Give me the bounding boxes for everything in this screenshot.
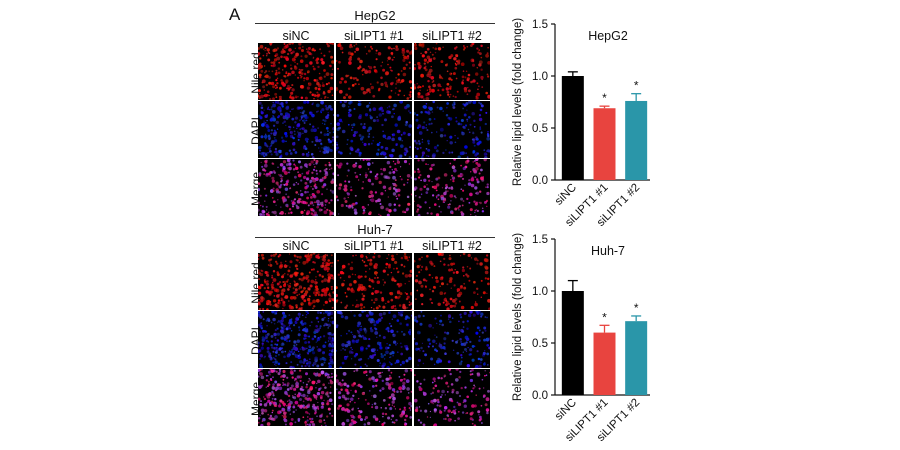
significance-marker: * <box>634 79 639 93</box>
significance-marker: * <box>634 301 639 315</box>
micrograph-merge-sinc <box>258 159 334 216</box>
y-tick-label: 1.5 <box>532 234 548 246</box>
micrograph-nile-red-sinc <box>258 43 334 100</box>
cell-line-title: Huh-7 <box>357 222 393 237</box>
condition-label-silipt1-2: siLIPT1 #2 <box>422 29 482 43</box>
panel-label: A <box>229 5 241 24</box>
condition-label-sinc: siNC <box>282 29 310 43</box>
group-underline <box>255 23 495 24</box>
x-tick-label: siNC <box>553 182 579 208</box>
y-tick-label: 1.0 <box>532 71 548 83</box>
bar-chart-huh7: 0.0 0.5 1.0 1.5 Relative lipid levels (fold … <box>512 233 650 444</box>
y-axis-label: Relative lipid levels (fold change) <box>512 18 524 186</box>
y-axis-label: Relative lipid levels (fold change) <box>512 233 524 401</box>
chart-title: Huh-7 <box>591 244 625 258</box>
bar-sinc <box>561 291 584 395</box>
micrograph-dapi-silipt1-1 <box>336 311 412 368</box>
y-tick-label: 1.0 <box>532 286 548 298</box>
micrograph-dapi-sinc <box>258 101 334 158</box>
micrograph-merge-silipt1-2 <box>414 369 490 426</box>
cell-line-title: HepG2 <box>354 8 396 23</box>
bar-silipt1-2 <box>625 100 648 180</box>
y-tick-label: 0.5 <box>532 123 548 135</box>
micrograph-merge-silipt1-2 <box>414 159 490 216</box>
micrograph-dapi-silipt1-1 <box>336 101 412 158</box>
y-tick-label: 0.0 <box>532 390 548 402</box>
micrograph-merge-silipt1-1 <box>336 159 412 216</box>
y-tick-label: 0.5 <box>532 338 548 350</box>
bar-silipt1-1 <box>593 108 616 180</box>
x-tick-label: siNC <box>553 397 579 423</box>
bar-silipt1-1 <box>593 332 616 395</box>
significance-marker: * <box>602 310 607 324</box>
y-tick-label: 1.5 <box>532 19 548 31</box>
micrograph-nile-red-sinc <box>258 253 334 310</box>
micrograph-nile-red-silipt1-2 <box>414 43 490 100</box>
micrograph-merge-sinc <box>258 369 334 426</box>
chart-title: HepG2 <box>588 29 628 43</box>
micrograph-merge-silipt1-1 <box>336 369 412 426</box>
y-tick-label: 0.0 <box>532 175 548 187</box>
micrograph-nile-red-silipt1-1 <box>336 43 412 100</box>
bar-chart-hepg2: 0.0 0.5 1.0 1.5 Relative lipid levels (fold … <box>512 18 650 229</box>
bar-sinc <box>561 76 584 180</box>
condition-label-silipt1-1: siLIPT1 #1 <box>344 239 404 253</box>
bar-silipt1-2 <box>625 321 648 395</box>
micrograph-nile-red-silipt1-1 <box>336 253 412 310</box>
condition-label-silipt1-2: siLIPT1 #2 <box>422 239 482 253</box>
significance-marker: * <box>602 91 607 105</box>
group-underline <box>255 237 495 238</box>
micrograph-nile-red-silipt1-2 <box>414 253 490 310</box>
micrograph-dapi-silipt1-2 <box>414 311 490 368</box>
micrograph-dapi-sinc <box>258 311 334 368</box>
micrograph-dapi-silipt1-2 <box>414 101 490 158</box>
condition-label-silipt1-1: siLIPT1 #1 <box>344 29 404 43</box>
condition-label-sinc: siNC <box>282 239 310 253</box>
